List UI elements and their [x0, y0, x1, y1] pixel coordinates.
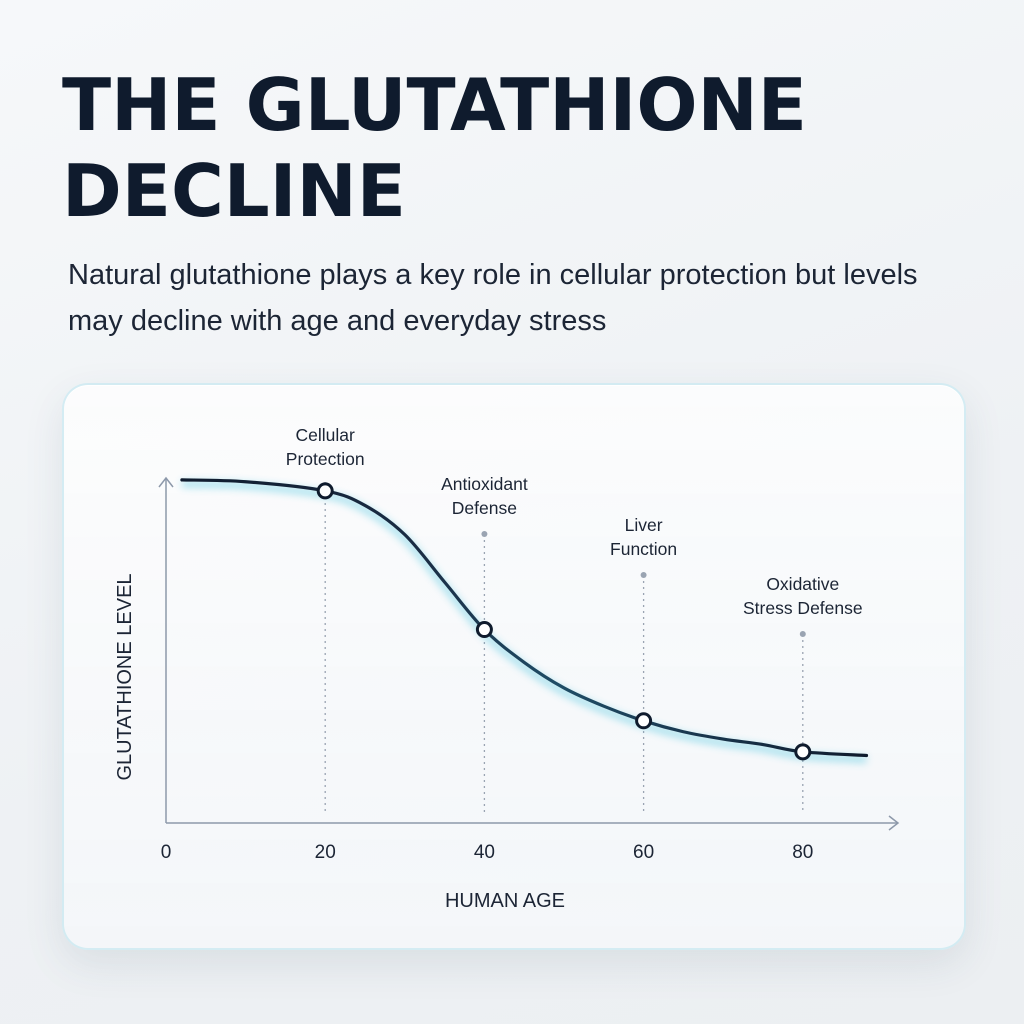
y-axis-arrow: [158, 476, 174, 488]
x-axis-arrow: [888, 815, 900, 831]
page-subtitle: Natural glutathione plays a key role in …: [68, 259, 918, 337]
series-line: [180, 478, 869, 758]
annotation-label: Cellular Protection: [286, 425, 365, 469]
data-point: [316, 482, 334, 500]
x-tick-label: 80: [792, 842, 813, 863]
y-axis-title: GLUTATHIONE LEVEL: [114, 573, 136, 780]
data-point: [794, 743, 812, 761]
page-title: THE GLUTATHIONE DECLINE: [62, 63, 807, 233]
x-tick-label: 60: [633, 842, 654, 863]
x-tick-label: 20: [315, 842, 336, 863]
x-tick-label: 0: [161, 842, 172, 863]
x-tick-label: 40: [474, 842, 495, 863]
annotation-label: Oxidative Stress Defense: [743, 574, 863, 618]
series-line-glow: [181, 480, 867, 763]
data-point: [475, 621, 493, 639]
guide-dot: [481, 531, 488, 537]
data-point: [635, 712, 653, 730]
guide-dot: [640, 572, 647, 578]
x-axis-title: HUMAN AGE: [445, 890, 565, 912]
guide-dot: [799, 631, 806, 637]
chart-card: [62, 383, 966, 950]
annotation-label: Liver Function: [610, 515, 677, 559]
annotation-label: Antioxidant Defense: [441, 474, 528, 518]
